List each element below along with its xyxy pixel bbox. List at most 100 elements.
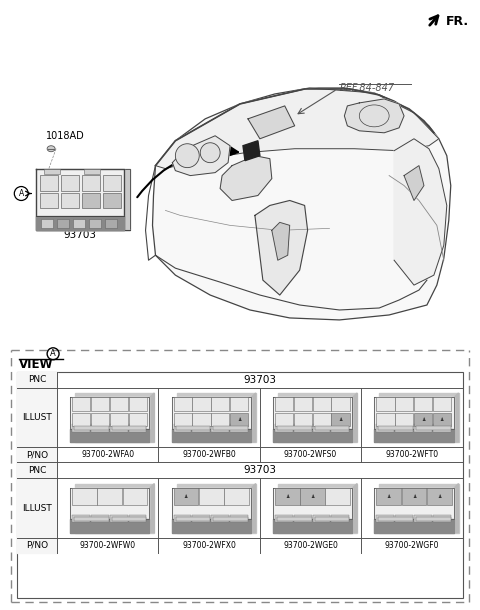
Polygon shape (374, 429, 454, 442)
Bar (57, 220, 69, 228)
Text: A: A (50, 350, 56, 358)
Polygon shape (352, 393, 357, 442)
Bar (110, 425, 128, 432)
Bar (91, 397, 109, 411)
Bar (174, 487, 198, 505)
Text: 93703: 93703 (243, 375, 276, 385)
Bar (192, 412, 211, 426)
Polygon shape (75, 484, 154, 533)
Bar (40, 174, 58, 190)
Bar (129, 412, 147, 426)
Polygon shape (255, 201, 308, 295)
Bar (416, 426, 451, 430)
Text: 93700-2WFT0: 93700-2WFT0 (385, 450, 439, 459)
Bar (122, 487, 147, 505)
Polygon shape (251, 393, 256, 442)
Bar (103, 174, 120, 190)
Bar (91, 515, 109, 522)
Polygon shape (273, 487, 352, 533)
Bar (91, 412, 109, 426)
Bar (395, 515, 413, 522)
Polygon shape (75, 393, 154, 442)
Polygon shape (36, 217, 124, 231)
Polygon shape (70, 519, 149, 533)
Bar (112, 426, 146, 430)
Polygon shape (70, 397, 149, 442)
Bar (230, 515, 248, 522)
Bar (376, 515, 394, 522)
Polygon shape (251, 484, 256, 533)
Bar (72, 425, 90, 432)
Polygon shape (36, 168, 124, 231)
Polygon shape (379, 393, 458, 442)
Bar (433, 515, 451, 522)
Bar (294, 425, 312, 432)
Bar (331, 425, 349, 432)
Text: ♟: ♟ (338, 417, 343, 422)
Bar (427, 487, 452, 505)
Bar (74, 426, 109, 430)
Bar (40, 193, 58, 209)
Bar (129, 515, 146, 522)
Polygon shape (272, 223, 290, 260)
Bar (97, 487, 122, 505)
Bar (395, 412, 413, 426)
Polygon shape (172, 397, 251, 442)
Bar (275, 397, 293, 411)
Text: 93700-2WFW0: 93700-2WFW0 (80, 541, 136, 550)
Bar (277, 517, 312, 521)
Text: ♟: ♟ (237, 417, 241, 422)
Bar (72, 412, 91, 426)
Text: FR.: FR. (446, 15, 469, 28)
Text: 93700-2WFX0: 93700-2WFX0 (182, 541, 236, 550)
Bar (277, 426, 312, 430)
Polygon shape (454, 484, 458, 533)
Bar (129, 425, 146, 432)
Polygon shape (70, 429, 149, 442)
Bar (314, 517, 349, 521)
Polygon shape (273, 397, 352, 442)
Text: ♟: ♟ (421, 417, 425, 422)
Bar (174, 425, 192, 432)
Polygon shape (243, 141, 260, 160)
Polygon shape (17, 538, 57, 553)
Bar (89, 220, 101, 228)
Bar (61, 174, 79, 190)
Bar (192, 515, 210, 522)
Bar (414, 397, 432, 411)
Bar (105, 220, 117, 228)
Bar (110, 397, 128, 411)
Bar (174, 412, 192, 426)
Text: 93700-2WFS0: 93700-2WFS0 (284, 450, 337, 459)
Text: ♟: ♟ (440, 417, 444, 422)
Polygon shape (177, 393, 256, 442)
Bar (433, 425, 451, 432)
Bar (192, 425, 210, 432)
Bar (213, 517, 248, 521)
Bar (211, 515, 229, 522)
Bar (294, 412, 312, 426)
Text: 93700-2WFB0: 93700-2WFB0 (182, 450, 236, 459)
Bar (61, 193, 79, 209)
Bar (312, 397, 331, 411)
Polygon shape (374, 519, 454, 533)
Bar (211, 397, 229, 411)
Bar (82, 174, 100, 190)
Bar (376, 412, 395, 426)
Text: ♟: ♟ (437, 493, 442, 499)
Text: ♟: ♟ (311, 493, 315, 499)
Polygon shape (153, 88, 451, 320)
Text: A: A (19, 189, 24, 198)
Bar (376, 397, 395, 411)
Bar (230, 397, 248, 411)
Bar (174, 397, 192, 411)
Bar (176, 426, 210, 430)
Bar (192, 397, 211, 411)
Bar (230, 412, 248, 426)
Polygon shape (278, 393, 357, 442)
Bar (314, 426, 349, 430)
Bar (312, 425, 330, 432)
Bar (174, 515, 192, 522)
Bar (41, 220, 53, 228)
Bar (325, 487, 350, 505)
